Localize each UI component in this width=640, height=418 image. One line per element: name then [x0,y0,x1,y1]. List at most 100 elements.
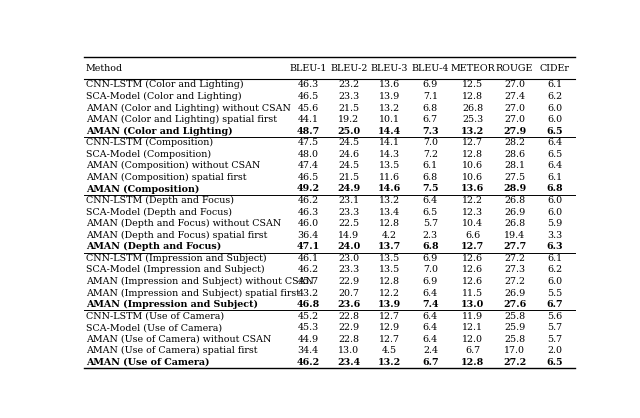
Text: 6.0: 6.0 [547,196,562,205]
Text: 22.8: 22.8 [339,335,360,344]
Text: AMAN (Depth and Focus) spatial first: AMAN (Depth and Focus) spatial first [86,231,268,240]
Text: 12.8: 12.8 [379,277,400,286]
Text: 13.5: 13.5 [379,254,400,263]
Text: 20.7: 20.7 [339,288,360,298]
Text: 12.6: 12.6 [462,265,483,274]
Text: 22.8: 22.8 [339,312,360,321]
Text: 11.9: 11.9 [462,312,483,321]
Text: BLEU-4: BLEU-4 [412,64,449,73]
Text: 6.7: 6.7 [465,347,481,355]
Text: 49.2: 49.2 [296,184,320,194]
Text: 4.2: 4.2 [382,231,397,240]
Text: 48.7: 48.7 [296,127,320,136]
Text: 23.1: 23.1 [339,196,360,205]
Text: 6.0: 6.0 [547,208,562,217]
Text: 12.9: 12.9 [379,323,400,332]
Text: 19.2: 19.2 [339,115,360,124]
Text: 24.9: 24.9 [337,184,360,194]
Text: 6.0: 6.0 [547,115,562,124]
Text: 6.4: 6.4 [423,288,438,298]
Text: 46.2: 46.2 [296,358,320,367]
Text: 24.5: 24.5 [339,138,360,147]
Text: 27.2: 27.2 [504,277,525,286]
Text: 10.1: 10.1 [379,115,400,124]
Text: 22.9: 22.9 [339,277,360,286]
Text: 12.2: 12.2 [462,196,483,205]
Text: 36.4: 36.4 [298,231,319,240]
Text: AMAN (Depth and Focus) without CSAN: AMAN (Depth and Focus) without CSAN [86,219,281,228]
Text: CNN-LSTM (Composition): CNN-LSTM (Composition) [86,138,213,147]
Text: 13.2: 13.2 [378,358,401,367]
Text: 5.7: 5.7 [547,335,562,344]
Text: 23.3: 23.3 [339,208,360,217]
Text: AMAN (Composition): AMAN (Composition) [86,184,199,194]
Text: 2.0: 2.0 [547,347,562,355]
Text: 25.9: 25.9 [504,323,525,332]
Text: 27.7: 27.7 [503,242,526,251]
Text: 7.0: 7.0 [423,265,438,274]
Text: 12.3: 12.3 [462,208,483,217]
Text: 6.9: 6.9 [423,277,438,286]
Text: 21.5: 21.5 [339,173,360,182]
Text: 45.3: 45.3 [298,323,319,332]
Text: METEOR: METEOR [451,64,495,73]
Text: 12.8: 12.8 [461,358,484,367]
Text: 13.5: 13.5 [379,265,400,274]
Text: 26.8: 26.8 [504,219,525,228]
Text: AMAN (Color and Lighting): AMAN (Color and Lighting) [86,127,232,136]
Text: 7.5: 7.5 [422,184,438,194]
Text: CNN-LSTM (Depth and Focus): CNN-LSTM (Depth and Focus) [86,196,234,205]
Text: 10.4: 10.4 [462,219,483,228]
Text: 27.4: 27.4 [504,92,525,101]
Text: 6.9: 6.9 [423,80,438,89]
Text: 13.6: 13.6 [379,80,400,89]
Text: 23.3: 23.3 [339,92,360,101]
Text: 14.6: 14.6 [378,184,401,194]
Text: 25.8: 25.8 [504,335,525,344]
Text: 12.8: 12.8 [462,92,483,101]
Text: 23.2: 23.2 [339,80,360,89]
Text: SCA-Model (Depth and Focus): SCA-Model (Depth and Focus) [86,207,232,217]
Text: 27.0: 27.0 [504,104,525,112]
Text: 12.8: 12.8 [379,219,400,228]
Text: 5.7: 5.7 [423,219,438,228]
Text: 10.6: 10.6 [462,173,483,182]
Text: 7.0: 7.0 [423,138,438,147]
Text: 12.5: 12.5 [462,80,483,89]
Text: 46.3: 46.3 [298,208,319,217]
Text: 24.5: 24.5 [339,161,360,171]
Text: 5.9: 5.9 [547,219,563,228]
Text: 27.3: 27.3 [504,265,525,274]
Text: 44.1: 44.1 [298,115,319,124]
Text: AMAN (Composition) spatial first: AMAN (Composition) spatial first [86,173,246,182]
Text: 46.5: 46.5 [298,92,319,101]
Text: AMAN (Use of Camera) spatial first: AMAN (Use of Camera) spatial first [86,346,257,355]
Text: 6.2: 6.2 [547,92,562,101]
Text: 12.8: 12.8 [462,150,483,159]
Text: 3.3: 3.3 [547,231,563,240]
Text: 6.7: 6.7 [422,358,438,367]
Text: 13.4: 13.4 [379,208,400,217]
Text: 6.5: 6.5 [547,358,563,367]
Text: 6.1: 6.1 [423,161,438,171]
Text: 27.0: 27.0 [504,115,525,124]
Text: 12.0: 12.0 [462,335,483,344]
Text: 10.6: 10.6 [462,161,483,171]
Text: 6.6: 6.6 [465,231,481,240]
Text: 7.1: 7.1 [423,92,438,101]
Text: 6.4: 6.4 [423,323,438,332]
Text: 17.0: 17.0 [504,347,525,355]
Text: 6.9: 6.9 [423,254,438,263]
Text: 12.1: 12.1 [462,323,483,332]
Text: 6.2: 6.2 [547,265,562,274]
Text: 6.8: 6.8 [547,184,563,194]
Text: 26.9: 26.9 [504,288,525,298]
Text: 12.7: 12.7 [462,138,483,147]
Text: 7.3: 7.3 [422,127,438,136]
Text: 25.0: 25.0 [337,127,360,136]
Text: 22.5: 22.5 [339,219,360,228]
Text: SCA-Model (Impression and Subject): SCA-Model (Impression and Subject) [86,265,264,275]
Text: 11.5: 11.5 [462,288,483,298]
Text: 46.3: 46.3 [298,80,319,89]
Text: 23.4: 23.4 [337,358,360,367]
